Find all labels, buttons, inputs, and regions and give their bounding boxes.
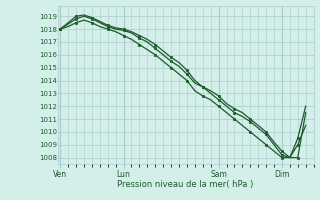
X-axis label: Pression niveau de la mer( hPa ): Pression niveau de la mer( hPa ) (117, 180, 254, 189)
